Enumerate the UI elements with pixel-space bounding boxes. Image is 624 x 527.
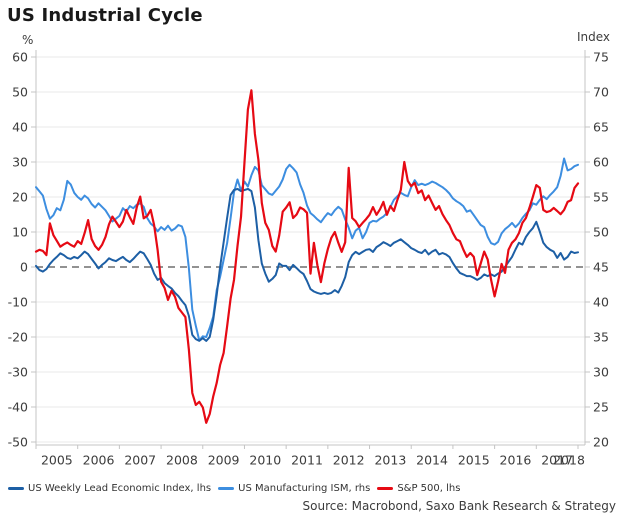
- right-tick-label: 70: [593, 85, 609, 100]
- right-tick-label: 20: [593, 435, 609, 450]
- left-tick-label: 30: [12, 155, 28, 170]
- x-tick-label: 2011: [291, 453, 323, 468]
- x-tick-label: 2010: [249, 453, 281, 468]
- x-tick-label: 2016: [500, 453, 532, 468]
- legend-label: US Weekly Lead Economic Index, lhs: [28, 483, 212, 494]
- left-tick-label: 40: [12, 120, 28, 135]
- x-tick-label: 2009: [208, 453, 240, 468]
- x-tick-label: 2008: [166, 453, 198, 468]
- x-tick-label: 2014: [416, 453, 448, 468]
- series-line-2: [34, 89, 580, 424]
- left-axis-unit-label: %: [22, 33, 34, 47]
- left-tick-label: 60: [12, 50, 28, 65]
- left-tick-label: -10: [8, 295, 28, 310]
- left-tick-label: 20: [12, 190, 28, 205]
- right-tick-label: 25: [593, 400, 609, 415]
- x-tick-label: 2007: [124, 453, 156, 468]
- page-title: US Industrial Cycle: [7, 5, 203, 26]
- legend-label: S&P 500, lhs: [397, 483, 461, 494]
- legend-dash-light-blue-icon: [218, 487, 235, 490]
- left-tick-label: -40: [8, 400, 28, 415]
- left-tick-label: 10: [12, 225, 28, 240]
- left-tick-label: -20: [8, 330, 28, 345]
- legend-item-sp500: S&P 500, lhs: [377, 483, 460, 494]
- right-tick-label: 50: [593, 225, 609, 240]
- x-tick-label: 2018: [553, 453, 585, 468]
- right-tick-label: 55: [593, 190, 609, 205]
- left-tick-label: 0: [20, 260, 28, 275]
- right-tick-label: 60: [593, 155, 609, 170]
- legend-dash-dark-blue-icon: [8, 487, 24, 490]
- right-tick-label: 35: [593, 330, 609, 345]
- legend-dash-red-icon: [377, 487, 394, 490]
- series-line-0: [35, 187, 579, 342]
- legend-item-weekly-lead-index: US Weekly Lead Economic Index, lhs: [8, 483, 211, 494]
- right-axis-unit-label: Index: [576, 30, 610, 44]
- x-tick-label: 2012: [333, 453, 365, 468]
- left-tick-label: 50: [12, 85, 28, 100]
- x-tick-label: 2013: [374, 453, 406, 468]
- x-tick-label: 2017: [541, 453, 573, 468]
- right-tick-label: 45: [593, 260, 609, 275]
- right-tick-label: 40: [593, 295, 609, 310]
- source-credit: Source: Macrobond, Saxo Bank Research & …: [302, 499, 616, 513]
- right-tick-label: 65: [593, 120, 609, 135]
- x-tick-label: 2006: [83, 453, 115, 468]
- right-tick-label: 30: [593, 365, 609, 380]
- left-tick-label: -50: [8, 435, 28, 450]
- legend-item-manufacturing-ism: US Manufacturing ISM, rhs: [218, 483, 370, 494]
- left-tick-label: -30: [8, 365, 28, 380]
- series-line-1: [35, 157, 579, 342]
- legend-label: US Manufacturing ISM, rhs: [238, 483, 371, 494]
- x-tick-label: 2005: [41, 453, 73, 468]
- chart-legend: US Weekly Lead Economic Index, lhs US Ma…: [8, 483, 460, 494]
- right-tick-label: 75: [593, 50, 609, 65]
- x-tick-label: 2015: [458, 453, 490, 468]
